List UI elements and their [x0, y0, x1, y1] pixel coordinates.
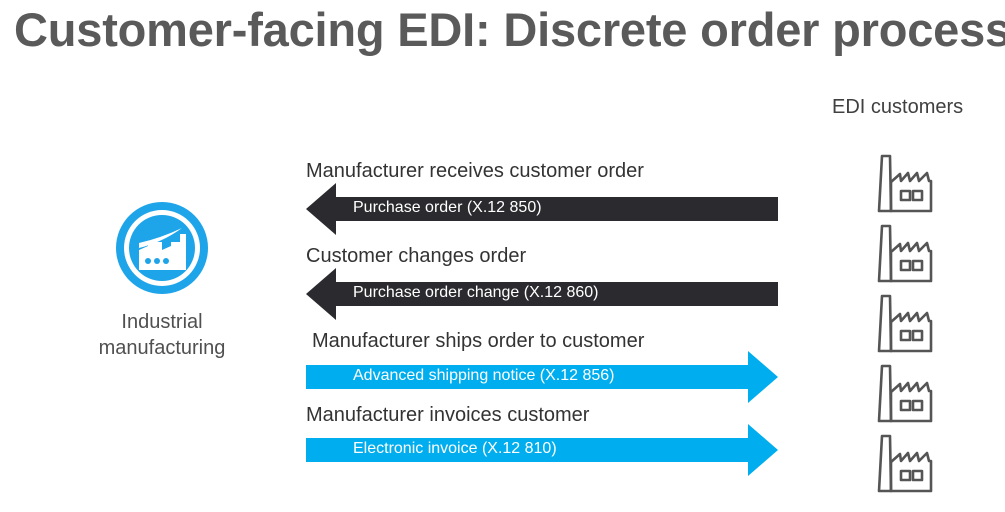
arrow-shape	[306, 351, 778, 403]
arrow-label: Advanced shipping notice (X.12 856)	[353, 367, 615, 384]
flow-heading: Manufacturer receives customer order	[306, 160, 644, 182]
page-title: Customer-facing EDI: Discrete order proc…	[14, 3, 1005, 56]
label-line1: Industrial	[121, 311, 203, 333]
industrial-manufacturing-label: Industrial manufacturing	[82, 309, 242, 361]
factory-outline-icon	[875, 152, 935, 214]
arrow-left: Purchase order change (X.12 860)	[306, 268, 778, 320]
arrow-shape	[306, 268, 778, 320]
label-line2: manufacturing	[98, 337, 226, 359]
arrow-label: Purchase order change (X.12 860)	[353, 284, 599, 301]
factory-outline-icon	[875, 362, 935, 424]
arrow-right: Electronic invoice (X.12 810)	[306, 424, 778, 476]
arrow-shape	[306, 183, 778, 235]
factory-outline-icon	[875, 292, 935, 354]
flow-heading: Manufacturer ships order to customer	[312, 330, 645, 352]
arrow-label: Purchase order (X.12 850)	[353, 199, 542, 216]
arrow-left: Purchase order (X.12 850)	[306, 183, 778, 235]
arrow-shape	[306, 424, 778, 476]
factory-outline-icon	[875, 222, 935, 284]
factory-outline-icon	[875, 432, 935, 494]
flow-heading: Customer changes order	[306, 245, 527, 267]
arrow-label: Electronic invoice (X.12 810)	[353, 440, 557, 457]
arrow-right: Advanced shipping notice (X.12 856)	[306, 351, 778, 403]
flow-heading: Manufacturer invoices customer	[306, 404, 590, 426]
factory-icon	[116, 202, 208, 294]
edi-customers-label: EDI customers	[832, 96, 964, 118]
